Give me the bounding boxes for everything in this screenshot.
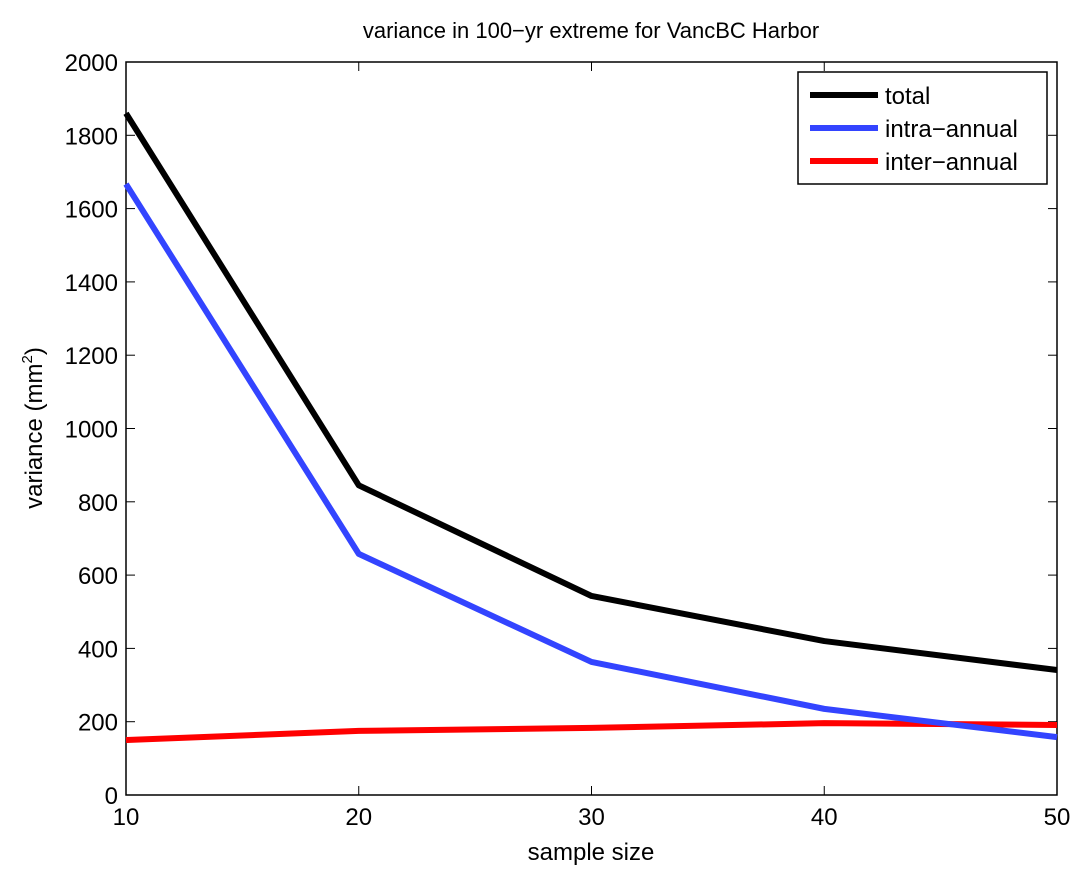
series-line-inter-annual: [125, 720, 1058, 744]
y-tick-label: 0: [105, 783, 118, 810]
y-tick-label: 600: [78, 563, 118, 590]
x-axis-label: sample size: [528, 839, 655, 866]
y-axis-label: variance (mm2): [19, 347, 48, 509]
series-line-intra-annual: [123, 182, 1058, 741]
legend-label: inter−annual: [885, 149, 1018, 176]
x-tick-label: 20: [345, 804, 372, 831]
legend-label: total: [885, 83, 930, 110]
y-tick-label: 200: [78, 710, 118, 737]
x-tick-label: 40: [811, 804, 838, 831]
x-tick-label: 30: [578, 804, 605, 831]
series-line-total: [123, 111, 1058, 674]
y-tick-label: 2000: [65, 50, 118, 77]
y-tick-label: 1600: [65, 197, 118, 224]
chart-title: variance in 100−yr extreme for VancBC Ha…: [363, 18, 819, 43]
legend-label: intra−annual: [885, 116, 1018, 143]
y-tick-label: 1400: [65, 270, 118, 297]
y-tick-label: 400: [78, 636, 118, 663]
x-tick-label: 50: [1044, 804, 1071, 831]
y-tick-label: 1000: [65, 417, 118, 444]
y-tick-label: 1200: [65, 343, 118, 370]
y-tick-label: 1800: [65, 123, 118, 150]
y-tick-label: 800: [78, 490, 118, 517]
x-tick-label: 10: [113, 804, 140, 831]
